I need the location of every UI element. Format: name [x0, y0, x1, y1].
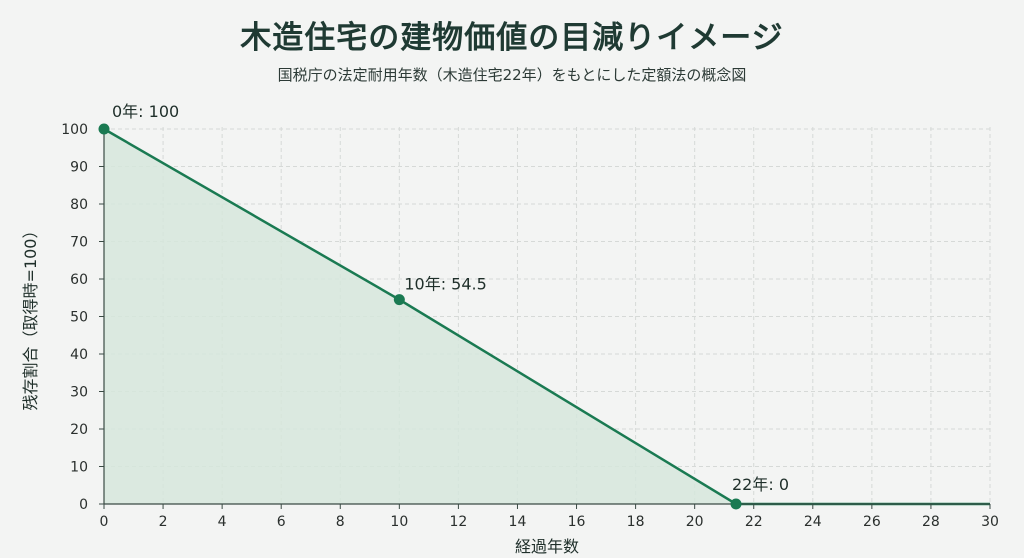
point-labels: 0年: 100 10年: 54.5 22年: 0: [112, 102, 789, 494]
data-points: [98, 123, 742, 510]
x-tick-label: 26: [863, 514, 881, 530]
x-tick-label: 30: [981, 514, 999, 530]
x-axis-title: 経過年数: [515, 537, 579, 556]
x-tick-label: 2: [159, 514, 168, 530]
tick-labels: 0 2 4 6 8 10 12 14 16 18 20 22 24 26 28 300102030405060…: [61, 122, 999, 530]
y-tick-label: 70: [70, 235, 88, 251]
y-tick-label: 80: [70, 197, 88, 213]
y-tick-label: 60: [70, 272, 88, 288]
data-point: [393, 294, 405, 306]
data-point: [730, 498, 742, 510]
y-tick-label: 0: [79, 497, 88, 513]
x-tick-label: 28: [922, 514, 940, 530]
x-tick-label: 16: [568, 514, 586, 530]
x-tick-label: 8: [336, 514, 345, 530]
y-tick-label: 100: [61, 122, 88, 138]
x-tick-label: 20: [686, 514, 704, 530]
axes: [103, 127, 990, 505]
x-tick-label: 24: [804, 514, 822, 530]
x-tick-label: 14: [509, 514, 527, 530]
x-tick-label: 18: [627, 514, 645, 530]
data-label: 10年: 54.5: [404, 275, 486, 294]
y-tick-label: 30: [70, 385, 88, 401]
data-label: 22年: 0: [732, 475, 789, 494]
y-tick-label: 20: [70, 422, 88, 438]
data-label: 0年: 100: [112, 102, 179, 121]
x-tick-label: 0: [100, 514, 109, 530]
chart-title: 木造住宅の建物価値の目減りイメージ: [240, 20, 784, 56]
x-tick-label: 22: [745, 514, 763, 530]
y-tick-label: 90: [70, 160, 88, 176]
chart-subtitle: 国税庁の法定耐用年数（木造住宅22年）をもとにした定額法の概念図: [277, 66, 747, 84]
y-tick-label: 40: [70, 347, 88, 363]
x-tick-label: 10: [390, 514, 408, 530]
y-tick-label: 10: [70, 460, 88, 476]
x-tick-label: 6: [277, 514, 286, 530]
x-tick-label: 4: [218, 514, 227, 530]
y-tick-label: 50: [70, 310, 88, 326]
data-point: [98, 123, 110, 135]
area-fill: [104, 129, 990, 504]
y-axis-title: 残存割合（取得時=100）: [21, 223, 40, 411]
x-tick-label: 12: [449, 514, 467, 530]
